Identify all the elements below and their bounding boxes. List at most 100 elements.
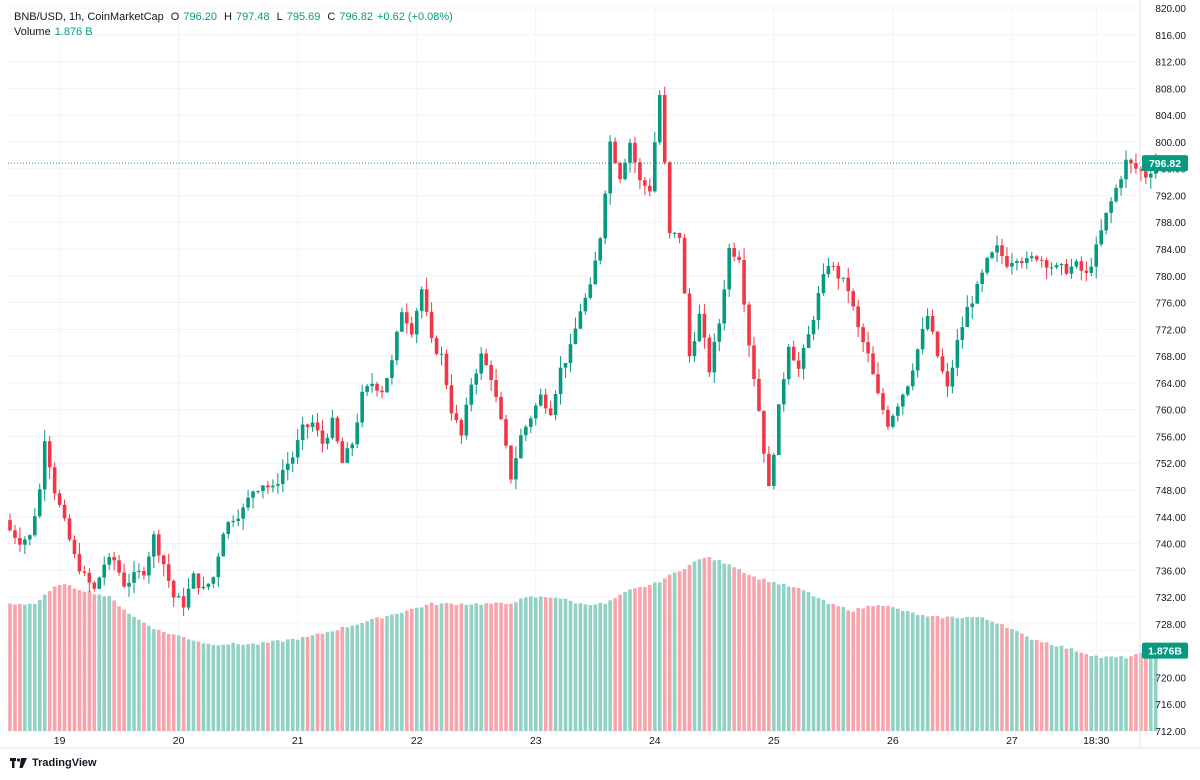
candle-body: [796, 360, 801, 369]
volume-bar: [796, 587, 801, 731]
volume-bar: [995, 623, 999, 731]
volume-bar: [643, 587, 647, 731]
volume-bar: [915, 615, 920, 731]
candle-body: [608, 141, 612, 194]
volume-bar: [737, 568, 741, 731]
volume-bar: [578, 603, 583, 731]
candle-body: [677, 232, 682, 238]
volume-bar: [1020, 633, 1024, 731]
volume-bar: [216, 645, 221, 731]
volume-bar: [1109, 656, 1113, 731]
candle-body: [1034, 256, 1039, 260]
candle-body: [662, 95, 667, 163]
candle-body: [295, 440, 300, 458]
candle-body: [1054, 265, 1059, 268]
candle-body: [1144, 171, 1148, 178]
candle-body: [553, 393, 558, 415]
candle-body: [1134, 163, 1138, 169]
candle-body: [310, 422, 315, 428]
volume-bar: [196, 641, 201, 731]
volume-label[interactable]: Volume: [14, 26, 51, 38]
volume-bar: [697, 559, 702, 731]
volume-bar: [667, 574, 672, 731]
candle-body: [712, 341, 717, 373]
volume-bar: [940, 618, 945, 731]
candle-body: [519, 435, 523, 459]
candle-body: [1025, 258, 1029, 264]
chart-legend: BNB/USD, 1h, CoinMarketCap O 796.20 H 797.…: [14, 10, 453, 40]
candle-body: [320, 430, 325, 444]
volume-bar: [57, 584, 62, 731]
symbol-title[interactable]: BNB/USD, 1h, CoinMarketCap: [14, 11, 164, 23]
candle-body: [633, 142, 637, 163]
volume-bar: [310, 635, 315, 731]
volume-bar: [781, 583, 786, 731]
volume-bar: [767, 582, 771, 731]
candle-body: [638, 162, 642, 181]
volume-bar: [1084, 654, 1089, 731]
candle-body: [171, 580, 176, 598]
candle-body: [801, 347, 806, 369]
volume-bar: [385, 616, 389, 731]
candle-body: [896, 406, 900, 416]
volume-bar: [920, 615, 925, 731]
volume-bar: [945, 616, 950, 731]
volume-bar: [191, 640, 196, 731]
price-tick-label: 756.00: [1155, 432, 1186, 443]
candle-body: [77, 554, 82, 572]
time-tick-label: 25: [768, 735, 780, 747]
volume-bar: [375, 617, 379, 731]
last-volume-label: 1.876B: [1148, 646, 1182, 658]
candle-body: [583, 297, 588, 312]
volume-bar: [588, 605, 593, 731]
volume-bar: [226, 644, 231, 731]
candle-body: [1010, 262, 1014, 267]
volume-bar: [97, 594, 102, 731]
open-value: 796.20: [183, 11, 217, 23]
price-tick-label: 752.00: [1155, 459, 1186, 470]
candle-body: [216, 556, 221, 578]
low-value: 795.69: [286, 11, 321, 23]
volume-bar: [405, 610, 409, 731]
volume-bar: [757, 579, 761, 731]
candle-body: [563, 363, 568, 368]
ohlc-row: BNB/USD, 1h, CoinMarketCap O 796.20 H 797.…: [14, 10, 453, 25]
candle-body: [618, 163, 622, 180]
candle-body: [47, 441, 52, 468]
volume-bar: [335, 630, 340, 731]
volume-bar: [1089, 656, 1094, 731]
volume-bar: [811, 596, 816, 731]
volume-bar: [613, 598, 617, 731]
candle-body: [722, 289, 727, 324]
volume-bar: [8, 603, 12, 731]
volume-bar: [266, 642, 270, 731]
volume-bar: [82, 591, 87, 731]
volume-bar: [1099, 657, 1103, 731]
candle-body: [87, 572, 92, 583]
candle-body: [747, 304, 751, 346]
candle-body: [648, 185, 652, 192]
volume-bar: [87, 590, 92, 731]
candle-body: [1044, 260, 1049, 268]
volume-bar: [950, 616, 955, 731]
candle-body: [166, 564, 171, 581]
candle-body: [514, 458, 518, 480]
candle-body: [930, 315, 935, 332]
volume-bar: [305, 636, 310, 731]
volume-bar: [687, 564, 692, 731]
time-tick-label: 27: [1006, 735, 1018, 747]
candle-body: [340, 441, 345, 463]
candle-body: [8, 520, 12, 531]
candle-body: [871, 353, 875, 375]
candle-body: [112, 557, 116, 561]
volume-bar: [1119, 656, 1123, 731]
volume-bar: [925, 616, 930, 731]
volume-bar: [772, 581, 776, 731]
volume-bar: [633, 588, 637, 731]
candle-body: [390, 360, 394, 379]
candle-body: [935, 331, 940, 357]
candle-body: [886, 409, 890, 427]
tradingview-logo[interactable]: TradingView: [10, 757, 97, 769]
